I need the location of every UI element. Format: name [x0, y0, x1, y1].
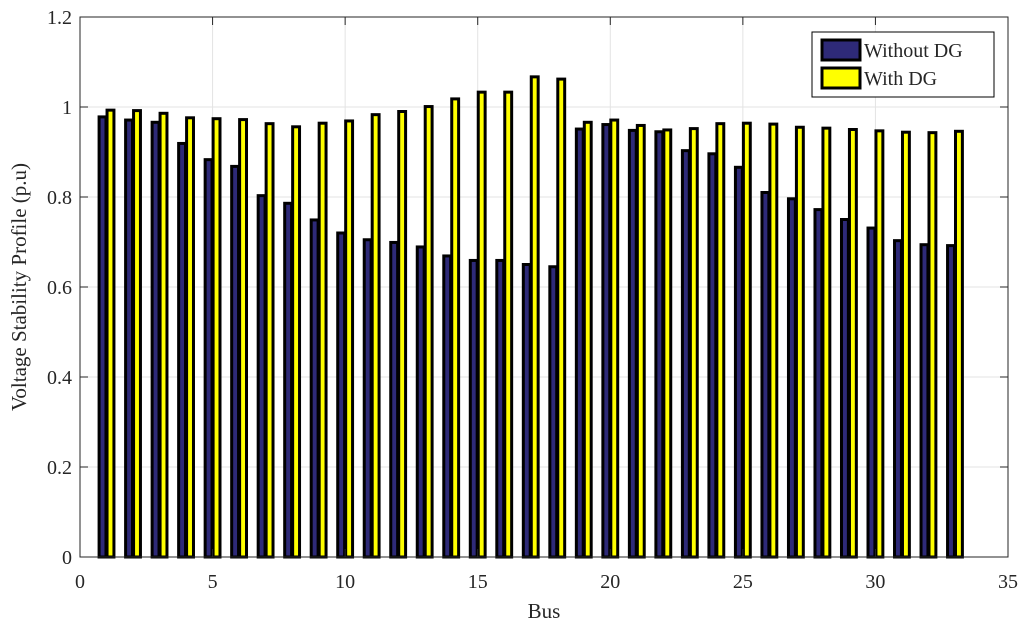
bar-without-dg-bus-30 [866, 226, 877, 559]
bar-without-dg-bus-6 [230, 164, 241, 559]
x-tick-label: 10 [335, 571, 355, 593]
bar-without-dg-bus-25 [733, 165, 744, 559]
bar-without-dg-bus-22 [654, 130, 665, 559]
bar-with-dg-bus-31 [900, 130, 911, 559]
bar-without-dg-bus-3 [150, 120, 161, 559]
y-tick-label: 1.2 [47, 7, 72, 29]
bar-without-dg-bus-2 [124, 118, 134, 559]
bar-with-dg-bus-15 [476, 90, 487, 559]
bar-with-dg-bus-22 [662, 128, 673, 559]
bar-without-dg-bus-32 [919, 243, 930, 559]
bar-with-dg-bus-17 [529, 75, 540, 559]
bar-without-dg-bus-12 [389, 240, 400, 559]
bar-with-dg-bus-25 [741, 121, 752, 559]
bar-with-dg-bus-8 [291, 125, 302, 559]
bar-with-dg-bus-1 [105, 108, 116, 559]
bar-with-dg-bus-10 [344, 119, 355, 559]
x-tick-label: 5 [208, 571, 218, 593]
x-tick-label: 20 [600, 571, 620, 593]
bar-without-dg-bus-14 [442, 254, 453, 559]
bar-without-dg-bus-11 [362, 238, 373, 559]
bar-without-dg-bus-5 [203, 158, 214, 559]
bars-layer [97, 75, 964, 559]
bar-without-dg-bus-17 [521, 263, 532, 559]
bar-without-dg-bus-19 [574, 127, 585, 559]
bar-with-dg-bus-24 [715, 122, 726, 559]
x-axis-label: Bus [528, 599, 561, 623]
bar-without-dg-bus-16 [495, 258, 506, 559]
bar-with-dg-bus-27 [794, 125, 805, 559]
bar-with-dg-bus-21 [635, 123, 646, 559]
bar-without-dg-bus-1 [97, 115, 108, 559]
bar-with-dg-bus-2 [132, 109, 142, 559]
bar-with-dg-bus-23 [688, 127, 699, 559]
bar-without-dg-bus-23 [680, 149, 691, 559]
bar-with-dg-bus-32 [927, 131, 938, 559]
y-tick-label: 0.8 [47, 187, 72, 209]
legend-swatch-with-dg [820, 66, 862, 90]
bar-with-dg-bus-12 [397, 110, 408, 559]
bar-without-dg-bus-18 [548, 265, 559, 559]
x-tick-label: 25 [733, 571, 753, 593]
bar-with-dg-bus-16 [503, 90, 514, 559]
bar-with-dg-bus-33 [954, 129, 964, 559]
bar-with-dg-bus-5 [211, 117, 222, 559]
y-axis-label: Voltage Stability Profile (p.u) [7, 163, 31, 411]
y-tick-label: 0 [62, 547, 72, 569]
x-tick-label: 35 [998, 571, 1018, 593]
bar-without-dg-bus-8 [283, 201, 294, 559]
legend: Without DG With DG [811, 31, 995, 98]
x-tick-label: 15 [468, 571, 488, 593]
bar-without-dg-bus-29 [839, 218, 850, 559]
y-tick-label: 0.2 [47, 457, 72, 479]
y-tick-label: 1 [62, 97, 72, 119]
bar-without-dg-bus-27 [786, 197, 797, 559]
bar-with-dg-bus-11 [370, 113, 381, 559]
ticks-layer: 0 5 10 15 20 25 30 35 0 0.2 0.4 0.6 0.8 1 1.2 [47, 7, 1018, 593]
bar-with-dg-bus-7 [264, 122, 275, 559]
legend-label-without-dg: Without DG [864, 40, 963, 62]
bar-with-dg-bus-26 [768, 122, 779, 559]
bar-without-dg-bus-31 [893, 239, 903, 559]
bar-with-dg-bus-20 [609, 118, 620, 559]
bar-without-dg-bus-20 [601, 123, 612, 559]
bar-with-dg-bus-4 [185, 116, 195, 559]
bar-without-dg-bus-13 [415, 245, 426, 559]
x-tick-label: 30 [865, 571, 885, 593]
bar-with-dg-bus-13 [423, 105, 434, 559]
y-tick-label: 0.6 [47, 277, 72, 299]
bar-without-dg-bus-7 [256, 194, 267, 559]
bar-with-dg-bus-9 [317, 121, 328, 559]
bar-without-dg-bus-10 [336, 231, 347, 559]
bar-with-dg-bus-28 [821, 126, 832, 559]
bar-without-dg-bus-24 [707, 152, 718, 559]
y-tick-label: 0.4 [47, 367, 72, 389]
legend-swatch-without-dg [820, 38, 862, 62]
bar-without-dg-bus-28 [813, 208, 824, 559]
bar-with-dg-bus-18 [556, 77, 567, 559]
bar-with-dg-bus-29 [847, 128, 858, 559]
bar-without-dg-bus-21 [627, 128, 638, 559]
bar-without-dg-bus-26 [760, 191, 771, 559]
bar-without-dg-bus-15 [468, 258, 479, 559]
bar-with-dg-bus-3 [158, 111, 169, 559]
bar-with-dg-bus-19 [582, 120, 593, 559]
bar-with-dg-bus-6 [238, 118, 249, 559]
bar-without-dg-bus-33 [946, 244, 956, 559]
bar-with-dg-bus-14 [450, 97, 461, 559]
bar-without-dg-bus-4 [177, 141, 188, 559]
legend-label-with-dg: With DG [864, 68, 937, 90]
bar-with-dg-bus-30 [874, 129, 885, 559]
x-tick-label: 0 [75, 571, 85, 593]
bar-without-dg-bus-9 [309, 218, 320, 559]
